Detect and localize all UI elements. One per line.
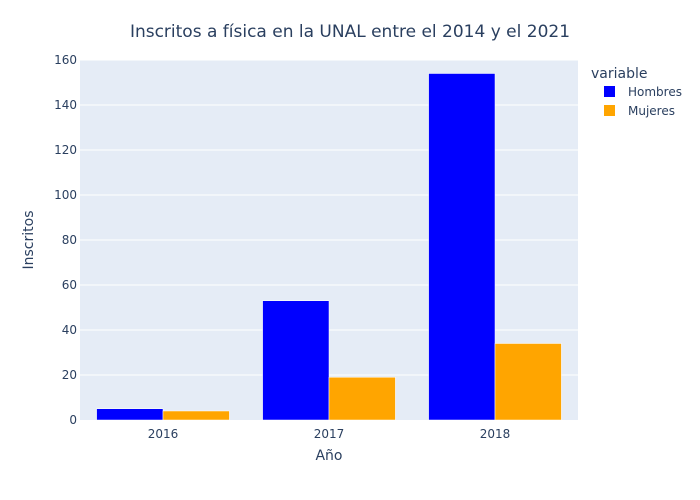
x-axis-title: Año xyxy=(315,448,342,464)
y-tick-label: 120 xyxy=(54,143,77,157)
bar-hombres-2018 xyxy=(428,73,496,421)
legend-title: variable xyxy=(591,66,647,82)
legend: variable Hombres Mujeres xyxy=(591,66,682,118)
legend-label-hombres: Hombres xyxy=(628,85,682,99)
y-axis-title: Inscritos xyxy=(21,211,37,270)
y-tick-label: 40 xyxy=(62,323,77,337)
x-tick-labels: 2016 2017 2018 xyxy=(148,427,511,441)
legend-items: Hombres Mujeres xyxy=(604,85,682,118)
y-tick-label: 100 xyxy=(54,188,77,202)
y-tick-label: 140 xyxy=(54,98,77,112)
y-tick-labels: 0 20 40 60 80 100 120 140 160 xyxy=(54,53,77,427)
x-tick-label: 2017 xyxy=(314,427,345,441)
bar-mujeres-2017 xyxy=(328,377,396,421)
chart-title: Inscritos a física en la UNAL entre el 2… xyxy=(130,22,570,42)
y-tick-label: 20 xyxy=(62,368,77,382)
bars xyxy=(96,73,562,421)
x-tick-label: 2018 xyxy=(480,427,511,441)
y-tick-label: 60 xyxy=(62,278,77,292)
bar-hombres-2016 xyxy=(96,408,164,421)
bar-mujeres-2016 xyxy=(162,410,230,421)
y-tick-label: 0 xyxy=(69,413,77,427)
x-tick-label: 2016 xyxy=(148,427,179,441)
legend-label-mujeres: Mujeres xyxy=(628,104,675,118)
y-tick-label: 160 xyxy=(54,53,77,67)
bar-hombres-2017 xyxy=(262,300,330,421)
legend-swatch-mujeres xyxy=(604,105,615,116)
legend-swatch-hombres xyxy=(604,86,615,97)
y-tick-label: 80 xyxy=(62,233,77,247)
bar-mujeres-2018 xyxy=(494,343,562,421)
